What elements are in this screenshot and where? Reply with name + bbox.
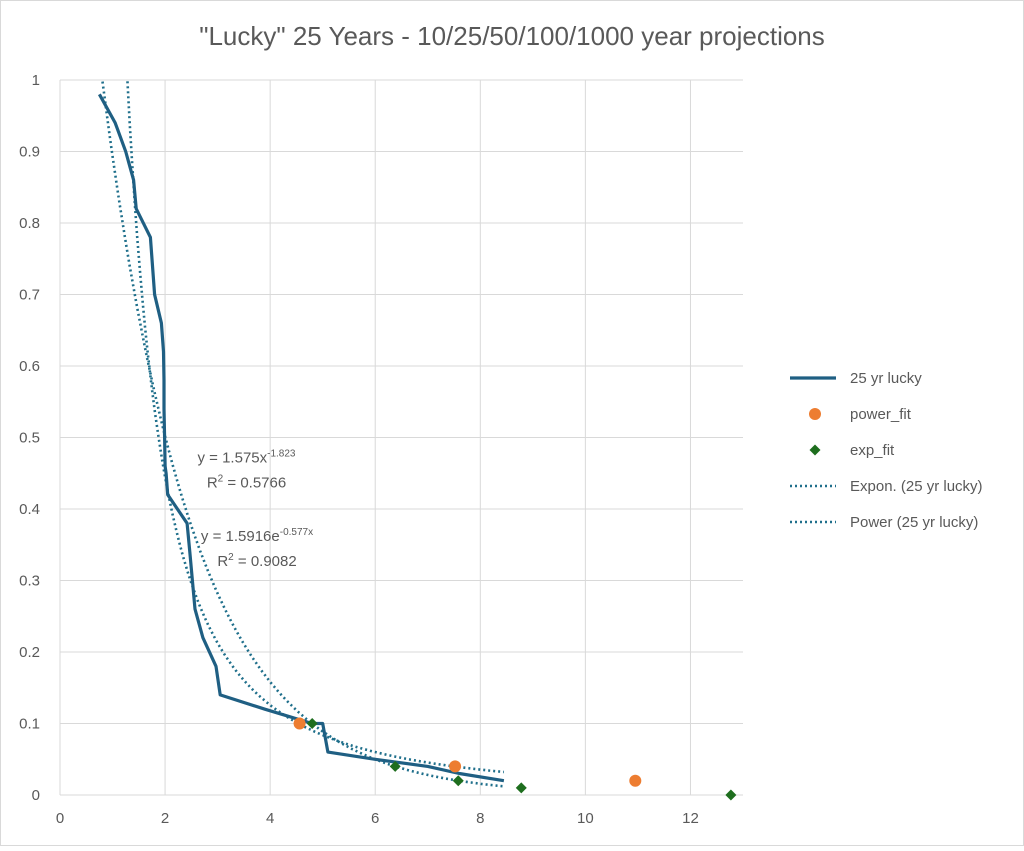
y-tick-label: 0.6 xyxy=(19,358,40,375)
power-fit-point xyxy=(629,774,642,787)
legend-item: Expon. (25 yr lucky) xyxy=(790,478,983,495)
exp-fit-point xyxy=(515,782,527,794)
series-line-25yr-lucky xyxy=(97,93,505,783)
y-tick-label: 0.9 xyxy=(19,144,40,161)
x-tick-label: 8 xyxy=(476,810,484,827)
trendline-equations: y = 1.575x-1.823 R2 = 0.5766 y = 1.5916e-0… xyxy=(198,449,314,571)
x-tick-label: 10 xyxy=(577,810,594,827)
exp-fit-point xyxy=(725,789,737,801)
exp-fit-point xyxy=(452,775,464,787)
y-tick-label: 0.8 xyxy=(19,215,40,232)
legend-swatch-circle xyxy=(809,408,821,420)
y-tick-label: 0.7 xyxy=(19,287,40,304)
expon-r-squared: R2 = 0.9082 xyxy=(217,552,296,570)
y-axis-tick-labels: 0 0.1 0.2 0.3 0.4 0.5 0.6 0.7 0.8 0.9 1 xyxy=(19,72,40,804)
power-r-squared: R2 = 0.5766 xyxy=(207,474,286,492)
chart-title: "Lucky" 25 Years - 10/25/50/100/1000 yea… xyxy=(199,21,825,51)
legend-label: 25 yr lucky xyxy=(850,370,922,387)
legend-item: exp_fit xyxy=(809,442,895,459)
expon-equation: y = 1.5916e-0.577x xyxy=(201,527,313,545)
y-tick-label: 0 xyxy=(32,787,40,804)
legend-label: Power (25 yr lucky) xyxy=(850,514,978,531)
x-tick-label: 6 xyxy=(371,810,379,827)
y-tick-label: 0.5 xyxy=(19,430,40,447)
x-tick-label: 0 xyxy=(56,810,64,827)
legend-swatch-diamond xyxy=(809,444,821,456)
x-tick-label: 4 xyxy=(266,810,274,827)
gridlines xyxy=(59,79,743,796)
y-tick-label: 0.1 xyxy=(19,716,40,733)
power-fit-point xyxy=(449,760,462,773)
legend-item: 25 yr lucky xyxy=(790,370,922,387)
x-axis-tick-labels: 0 2 4 6 8 10 12 xyxy=(56,810,699,827)
legend-item: power_fit xyxy=(809,406,912,423)
power-equation: y = 1.575x-1.823 xyxy=(198,449,296,467)
legend-label: Expon. (25 yr lucky) xyxy=(850,478,983,495)
x-tick-label: 12 xyxy=(682,810,699,827)
legend-item: Power (25 yr lucky) xyxy=(790,514,978,531)
legend: 25 yr lucky power_fit exp_fit Expon. (25 yr… xyxy=(790,370,983,531)
y-tick-label: 1 xyxy=(32,72,40,89)
legend-label: power_fit xyxy=(850,406,912,423)
plot-area xyxy=(97,80,737,801)
expon-trendline xyxy=(100,80,505,788)
power-fit-point xyxy=(293,717,306,730)
y-tick-label: 0.4 xyxy=(19,501,40,518)
x-tick-label: 2 xyxy=(161,810,169,827)
exp-fit-point xyxy=(389,760,401,772)
y-tick-label: 0.3 xyxy=(19,573,40,590)
exp-fit-point xyxy=(306,718,318,729)
legend-label: exp_fit xyxy=(850,442,895,459)
y-tick-label: 0.2 xyxy=(19,644,40,661)
